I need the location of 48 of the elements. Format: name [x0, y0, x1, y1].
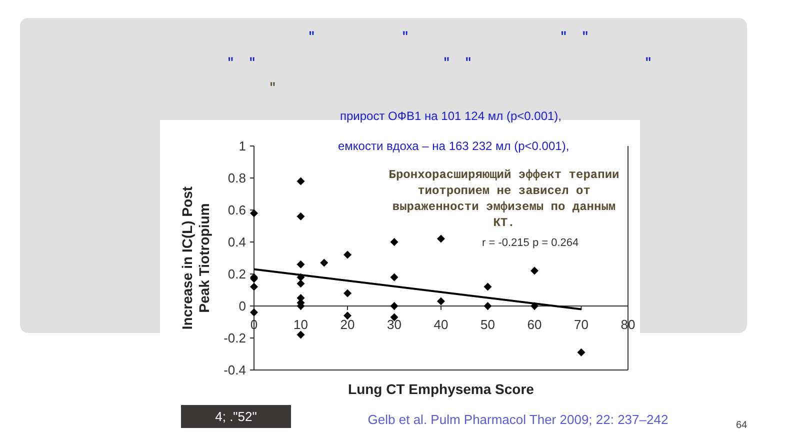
text: 4; ."52" — [215, 409, 258, 424]
y-tick-label: -0.2 — [224, 330, 246, 346]
point — [320, 258, 328, 267]
y-tick-label: 0 — [238, 298, 246, 314]
point — [437, 234, 445, 243]
point — [296, 212, 305, 220]
x-tick-label: 70 — [574, 317, 588, 332]
point — [250, 282, 258, 291]
x-tick-label: 40 — [434, 317, 448, 332]
point — [250, 308, 258, 316]
y-tick-label: 1 — [238, 138, 246, 154]
point — [296, 330, 305, 339]
text: 64 — [736, 420, 748, 431]
y-tick-label: 0.8 — [228, 170, 246, 186]
text: " — [269, 81, 276, 95]
x-tick-label: 50 — [480, 317, 495, 332]
x-tick-label: 30 — [387, 317, 402, 332]
x-tick-label: 20 — [340, 317, 355, 332]
point — [437, 297, 445, 306]
x-tick-label: 10 — [294, 317, 308, 332]
text: " " " " — [308, 30, 589, 44]
point — [296, 280, 305, 288]
point — [484, 302, 492, 310]
text: прирост ОФВ1 на 101 124 мл (p<0.001), — [340, 109, 562, 123]
point — [250, 209, 258, 218]
annotation: емкости вдоха – на 163 232 мл (p<0.001), — [338, 139, 570, 153]
point — [577, 348, 586, 356]
x-axis-title: Lung CT Emphysema Score — [348, 381, 534, 397]
point — [484, 282, 492, 291]
point — [390, 238, 398, 246]
point — [390, 302, 398, 310]
point — [530, 266, 538, 275]
annotation: r = -0.215 p = 0.264 — [482, 237, 579, 249]
text: " " " " " — [227, 56, 652, 70]
point — [390, 273, 398, 282]
annotation: Бронхорасширяющий эффект терапии тиотропием не зависел от выраженности эмфиземы по данным КТ. — [388, 168, 620, 230]
x-tick-label: 60 — [527, 317, 542, 332]
point — [296, 177, 305, 186]
y-tick-label: -0.4 — [224, 362, 246, 378]
y-tick-label: 0.6 — [228, 202, 246, 218]
text: Gelb et al. Pulm Pharmacol Ther 2009; 22: 237–242 — [368, 412, 668, 427]
y-tick-label: 0.4 — [228, 234, 246, 250]
point — [344, 312, 352, 320]
point — [344, 250, 352, 259]
y-tick-label: 0.2 — [228, 266, 246, 282]
point — [296, 260, 305, 268]
y-axis-title: Increase in IC(L) Post Peak Tiotropium — [179, 186, 212, 330]
point — [344, 289, 352, 298]
